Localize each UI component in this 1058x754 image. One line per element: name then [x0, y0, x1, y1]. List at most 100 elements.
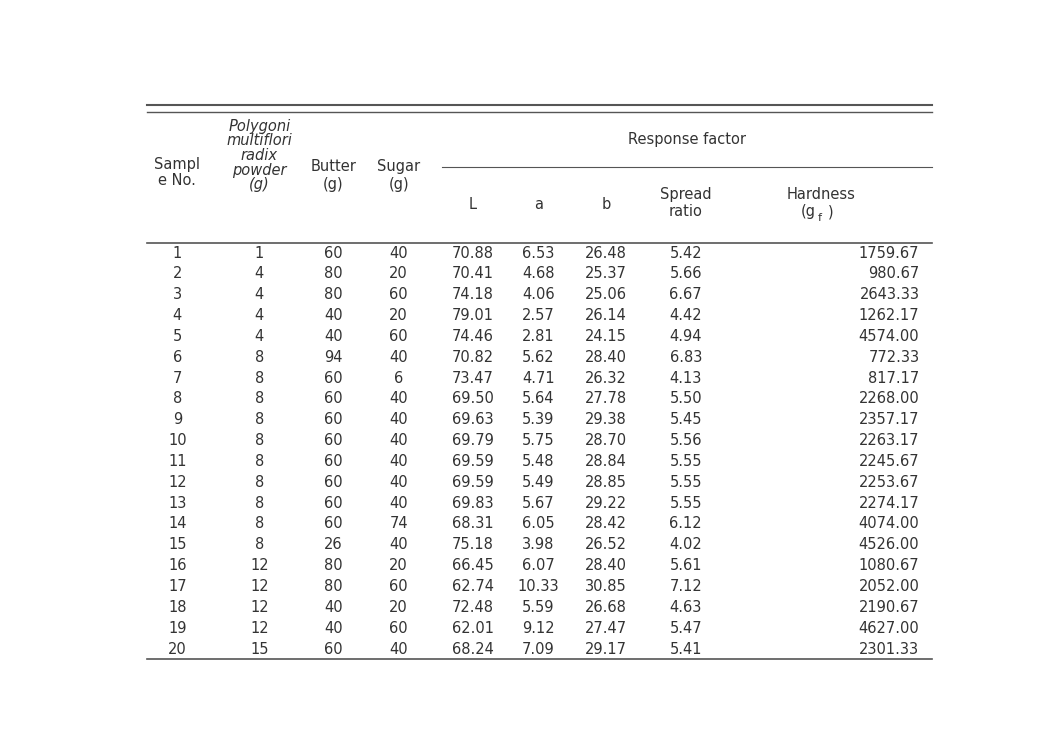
Text: 28.40: 28.40 [585, 350, 627, 365]
Text: 69.63: 69.63 [452, 412, 493, 428]
Text: Sampl: Sampl [154, 157, 200, 172]
Text: 2.81: 2.81 [522, 329, 554, 344]
Text: 5.55: 5.55 [670, 495, 701, 510]
Text: 60: 60 [389, 329, 408, 344]
Text: 60: 60 [389, 621, 408, 636]
Text: 6: 6 [395, 370, 403, 385]
Text: 29.38: 29.38 [585, 412, 627, 428]
Text: 20: 20 [168, 642, 186, 657]
Text: 79.01: 79.01 [452, 308, 493, 323]
Text: 5.75: 5.75 [522, 433, 554, 448]
Text: 80: 80 [324, 287, 343, 302]
Text: 60: 60 [324, 642, 343, 657]
Text: 60: 60 [324, 433, 343, 448]
Text: 74: 74 [389, 516, 408, 532]
Text: 69.59: 69.59 [452, 475, 493, 490]
Text: 28.85: 28.85 [585, 475, 627, 490]
Text: 5.64: 5.64 [522, 391, 554, 406]
Text: Hardness: Hardness [786, 187, 856, 202]
Text: 15: 15 [168, 538, 186, 553]
Text: 8: 8 [255, 495, 263, 510]
Text: 8: 8 [172, 391, 182, 406]
Text: 5.66: 5.66 [670, 266, 701, 281]
Text: 26.48: 26.48 [585, 246, 627, 261]
Text: 2.57: 2.57 [522, 308, 554, 323]
Text: 26: 26 [324, 538, 343, 553]
Text: 94: 94 [324, 350, 343, 365]
Text: 60: 60 [324, 516, 343, 532]
Text: 15: 15 [250, 642, 269, 657]
Text: 40: 40 [389, 391, 408, 406]
Text: 6: 6 [172, 350, 182, 365]
Text: 73.47: 73.47 [452, 370, 493, 385]
Text: 20: 20 [389, 600, 408, 615]
Text: 40: 40 [389, 350, 408, 365]
Text: 10.33: 10.33 [517, 579, 559, 594]
Text: 28.40: 28.40 [585, 558, 627, 573]
Text: 20: 20 [389, 308, 408, 323]
Text: 75.18: 75.18 [452, 538, 493, 553]
Text: 5.56: 5.56 [670, 433, 701, 448]
Text: 74.46: 74.46 [452, 329, 493, 344]
Text: ratio: ratio [669, 204, 703, 219]
Text: 26.68: 26.68 [585, 600, 627, 615]
Text: 4: 4 [255, 329, 263, 344]
Text: 40: 40 [324, 329, 343, 344]
Text: (g): (g) [249, 177, 270, 192]
Text: 28.84: 28.84 [585, 454, 627, 469]
Text: 2301.33: 2301.33 [859, 642, 919, 657]
Text: Response factor: Response factor [628, 132, 746, 147]
Text: L: L [469, 198, 476, 213]
Text: 6.83: 6.83 [670, 350, 701, 365]
Text: 40: 40 [324, 308, 343, 323]
Text: 62.01: 62.01 [452, 621, 493, 636]
Text: f: f [818, 213, 822, 222]
Text: Sugar: Sugar [377, 159, 420, 174]
Text: 8: 8 [255, 475, 263, 490]
Text: 8: 8 [255, 370, 263, 385]
Text: 2: 2 [172, 266, 182, 281]
Text: 40: 40 [389, 642, 408, 657]
Text: 28.70: 28.70 [585, 433, 627, 448]
Text: ): ) [827, 204, 834, 219]
Text: 2263.17: 2263.17 [859, 433, 919, 448]
Text: 40: 40 [389, 475, 408, 490]
Text: powder: powder [232, 163, 287, 177]
Text: 12: 12 [250, 621, 269, 636]
Text: 70.82: 70.82 [452, 350, 494, 365]
Text: (g: (g [801, 204, 816, 219]
Text: radix: radix [241, 148, 278, 163]
Text: multiflori: multiflori [226, 133, 292, 149]
Text: 4.94: 4.94 [670, 329, 701, 344]
Text: 2643.33: 2643.33 [859, 287, 919, 302]
Text: 4: 4 [255, 287, 263, 302]
Text: 74.18: 74.18 [452, 287, 493, 302]
Text: 4074.00: 4074.00 [859, 516, 919, 532]
Text: (g): (g) [388, 176, 409, 192]
Text: 30.85: 30.85 [585, 579, 627, 594]
Text: 28.42: 28.42 [585, 516, 627, 532]
Text: 8: 8 [255, 516, 263, 532]
Text: 20: 20 [389, 266, 408, 281]
Text: 18: 18 [168, 600, 186, 615]
Text: 8: 8 [255, 454, 263, 469]
Text: 17: 17 [168, 579, 186, 594]
Text: Spread: Spread [660, 187, 712, 202]
Text: 27.78: 27.78 [585, 391, 627, 406]
Text: 1080.67: 1080.67 [859, 558, 919, 573]
Text: 26.32: 26.32 [585, 370, 627, 385]
Text: 12: 12 [250, 558, 269, 573]
Text: 12: 12 [250, 579, 269, 594]
Text: 4.63: 4.63 [670, 600, 701, 615]
Text: 5.42: 5.42 [670, 246, 703, 261]
Text: 60: 60 [324, 475, 343, 490]
Text: 40: 40 [389, 412, 408, 428]
Text: 8: 8 [255, 350, 263, 365]
Text: 70.41: 70.41 [452, 266, 493, 281]
Text: 2245.67: 2245.67 [859, 454, 919, 469]
Text: 5.48: 5.48 [522, 454, 554, 469]
Text: 24.15: 24.15 [585, 329, 627, 344]
Text: 72.48: 72.48 [452, 600, 493, 615]
Text: 16: 16 [168, 558, 186, 573]
Text: 1759.67: 1759.67 [859, 246, 919, 261]
